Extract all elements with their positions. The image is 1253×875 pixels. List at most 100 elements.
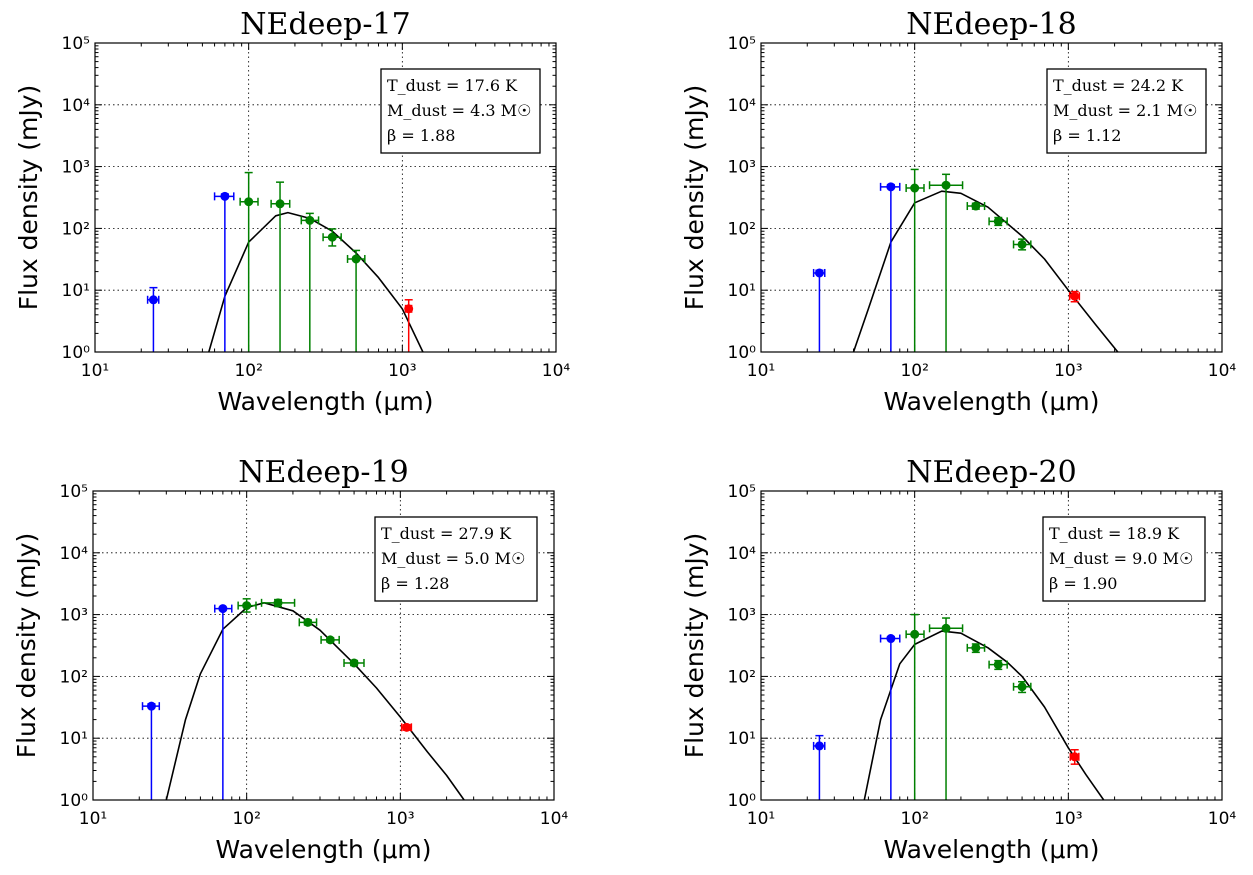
data-point-1-2 bbox=[214, 604, 233, 800]
model-curve bbox=[165, 601, 465, 800]
annotation-line-2: M_dust = 2.1 M☉ bbox=[1053, 101, 1197, 120]
chart-panel-3: 10¹ 10² 10³ 10⁴10⁰10¹10²10³10⁴10⁵Wavelength… bbox=[12, 455, 568, 864]
data-marker bbox=[327, 232, 337, 242]
data-point-2-5 bbox=[1012, 238, 1032, 251]
chart-panel-2: 10¹ 10² 10³ 10⁴10⁰10¹10²10³10⁴10⁵Wavelength… bbox=[680, 7, 1236, 416]
y-tick-label: 10² bbox=[60, 667, 88, 687]
y-tick-label: 10⁵ bbox=[62, 34, 90, 54]
data-point-2-4 bbox=[322, 228, 342, 247]
plot-frame bbox=[760, 490, 1223, 801]
data-marker bbox=[404, 304, 414, 314]
y-tick-label: 10² bbox=[728, 667, 756, 687]
data-marker bbox=[910, 629, 920, 639]
chart-panel-1: 10¹ 10² 10³ 10⁴10⁰10¹10²10³10⁴10⁵Wavelength… bbox=[14, 7, 570, 416]
chart-title: NEdeep-17 bbox=[240, 7, 410, 42]
x-tick-label: 10² bbox=[900, 809, 928, 829]
x-axis-label: Wavelength (μm) bbox=[215, 835, 431, 864]
data-point-1-1 bbox=[141, 701, 161, 800]
annotation-line-1: T_dust = 18.9 K bbox=[1049, 524, 1180, 543]
x-tick-label: 10² bbox=[234, 361, 262, 381]
y-tick-label: 10³ bbox=[728, 606, 756, 626]
data-marker bbox=[220, 191, 230, 201]
data-point-1-1 bbox=[146, 286, 160, 352]
y-tick-label: 10² bbox=[62, 219, 90, 239]
y-tick-label: 10¹ bbox=[728, 729, 756, 749]
data-point-2-4 bbox=[988, 216, 1008, 227]
annotation-line-1: T_dust = 27.9 K bbox=[381, 524, 512, 543]
data-point-1-2 bbox=[879, 634, 901, 800]
y-tick-label: 10³ bbox=[62, 158, 90, 178]
plot-area bbox=[812, 168, 1119, 352]
annotation-frame bbox=[1046, 68, 1207, 154]
data-marker bbox=[218, 604, 228, 614]
y-tick-label: 10⁰ bbox=[728, 791, 757, 811]
x-axis-label: Wavelength (μm) bbox=[883, 835, 1099, 864]
data-marker bbox=[148, 295, 158, 305]
y-tick-label: 10¹ bbox=[728, 281, 756, 301]
data-point-2-3 bbox=[298, 617, 318, 627]
annotation-line-2: M_dust = 4.3 M☉ bbox=[387, 101, 531, 120]
annotation-line-3: β = 1.88 bbox=[387, 126, 455, 145]
x-tick-label: 10² bbox=[900, 361, 928, 381]
x-tick-label: 10¹ bbox=[79, 809, 107, 829]
data-marker bbox=[941, 180, 951, 190]
data-marker bbox=[275, 199, 285, 209]
model-curve bbox=[208, 211, 424, 352]
y-tick-label: 10⁰ bbox=[62, 343, 91, 363]
annotation-line-3: β = 1.12 bbox=[1053, 126, 1121, 145]
data-marker bbox=[244, 197, 254, 207]
annotation-frame bbox=[1042, 516, 1206, 602]
data-point-2-2 bbox=[260, 598, 296, 608]
x-tick-label: 10¹ bbox=[81, 361, 109, 381]
y-axis-label: Flux density (mJy) bbox=[680, 85, 709, 311]
data-point-2-3 bbox=[966, 643, 986, 654]
data-point-2-2 bbox=[928, 173, 964, 352]
model-curve bbox=[852, 190, 1119, 352]
y-tick-label: 10¹ bbox=[60, 729, 88, 749]
y-tick-label: 10² bbox=[728, 219, 756, 239]
x-tick-label: 10³ bbox=[388, 361, 416, 381]
data-marker bbox=[993, 216, 1003, 226]
data-point-2-5 bbox=[343, 658, 365, 668]
plot-area bbox=[812, 613, 1105, 800]
y-axis-label: Flux density (mJy) bbox=[14, 85, 43, 311]
data-point-1-1 bbox=[812, 268, 826, 352]
data-marker bbox=[242, 601, 252, 611]
annotation-frame bbox=[374, 516, 538, 602]
data-marker bbox=[1070, 291, 1080, 301]
data-point-1-2 bbox=[213, 191, 235, 352]
data-marker bbox=[305, 215, 315, 225]
data-marker bbox=[886, 634, 896, 644]
y-tick-label: 10⁵ bbox=[60, 482, 88, 502]
y-tick-label: 10⁵ bbox=[728, 482, 756, 502]
y-tick-label: 10³ bbox=[728, 158, 756, 178]
y-tick-label: 10⁵ bbox=[728, 34, 756, 54]
annotation-line-2: M_dust = 9.0 M☉ bbox=[1049, 549, 1193, 568]
data-marker bbox=[303, 617, 313, 627]
data-point-2-3 bbox=[966, 201, 986, 211]
x-tick-label: 10² bbox=[232, 809, 260, 829]
annotation-line-1: T_dust = 24.2 K bbox=[1053, 76, 1184, 95]
data-marker bbox=[941, 623, 951, 633]
x-tick-label: 10⁴ bbox=[1208, 361, 1237, 381]
plot-frame bbox=[94, 42, 557, 353]
data-point-3-1 bbox=[1068, 290, 1081, 303]
annotation-line-3: β = 1.28 bbox=[381, 574, 449, 593]
y-axis-label: Flux density (mJy) bbox=[12, 533, 41, 759]
y-axis-label: Flux density (mJy) bbox=[680, 533, 709, 759]
fit-parameters-box: T_dust = 18.9 K M_dust = 9.0 M☉ β = 1.90 bbox=[1042, 516, 1206, 602]
fit-parameters-box: T_dust = 27.9 K M_dust = 5.0 M☉ β = 1.28 bbox=[374, 516, 538, 602]
x-tick-label: 10³ bbox=[386, 809, 414, 829]
data-point-1-2 bbox=[879, 182, 901, 352]
x-axis-label: Wavelength (μm) bbox=[883, 387, 1099, 416]
x-tick-label: 10¹ bbox=[747, 809, 775, 829]
annotation-line-2: M_dust = 5.0 M☉ bbox=[381, 549, 525, 568]
y-tick-label: 10⁰ bbox=[60, 791, 89, 811]
annotation-line-3: β = 1.90 bbox=[1049, 574, 1117, 593]
data-point-2-1 bbox=[905, 613, 925, 800]
chart-title: NEdeep-19 bbox=[238, 455, 408, 490]
data-marker bbox=[993, 660, 1003, 670]
x-tick-label: 10⁴ bbox=[1208, 809, 1237, 829]
data-point-2-2 bbox=[928, 617, 964, 800]
